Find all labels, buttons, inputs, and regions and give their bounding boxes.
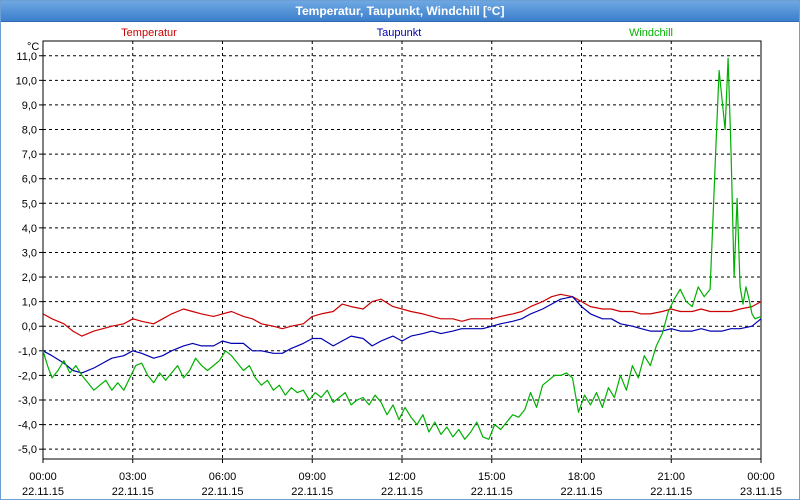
- series-line: [42, 296, 762, 374]
- y-tick-label: 8,0: [22, 125, 37, 137]
- y-tick-label: 11,0: [16, 51, 37, 63]
- y-tick-label: 3,0: [22, 247, 37, 259]
- x-tick-date: 23.11.15: [740, 486, 782, 498]
- x-tick-time: 06:00: [209, 471, 237, 483]
- x-tick-time: 12:00: [388, 471, 416, 483]
- legend-item: Taupunkt: [377, 27, 422, 39]
- y-tick-label: 0,0: [22, 321, 37, 333]
- legend-item: Temperatur: [121, 27, 177, 39]
- legend: Temperatur Taupunkt Windchill: [121, 27, 673, 39]
- y-tick-label: 5,0: [22, 198, 37, 210]
- y-axis-label: °C: [27, 41, 39, 53]
- x-tick-date: 22.11.15: [560, 486, 602, 498]
- x-axis-ticks: 00:00 22.11.15 03:00 22.11.15 06:00 22.11.15 0…: [22, 459, 782, 498]
- y-tick-label: 4,0: [22, 223, 37, 235]
- x-tick-date: 22.11.15: [650, 486, 692, 498]
- y-axis-ticks: 11,0 10,0 9,0 8,0 7,0 6,0 5,0 4,0 3,0 2,0 1,0 0,0 -1…: [16, 51, 43, 456]
- x-tick-time: 00:00: [29, 471, 57, 483]
- y-tick-label: 6,0: [22, 174, 37, 186]
- window-title: Temperatur, Taupunkt, Windchill [°C]: [295, 4, 505, 18]
- y-tick-label: -1,0: [18, 346, 37, 358]
- x-tick-date: 22.11.15: [471, 486, 513, 498]
- legend-item: Windchill: [629, 27, 673, 39]
- y-tick-label: 1,0: [22, 297, 37, 309]
- x-tick-date: 22.11.15: [201, 486, 243, 498]
- x-tick-date: 22.11.15: [112, 486, 154, 498]
- y-tick-label: 2,0: [22, 272, 37, 284]
- chart-grid: [43, 41, 761, 459]
- chart-series: [42, 57, 762, 440]
- y-tick-label: -4,0: [18, 420, 37, 432]
- y-tick-label: 10,0: [16, 75, 37, 87]
- y-tick-label: -2,0: [18, 370, 37, 382]
- x-tick-time: 03:00: [119, 471, 147, 483]
- x-tick-time: 21:00: [657, 471, 685, 483]
- x-tick-time: 00:00: [747, 471, 775, 483]
- x-tick-time: 15:00: [478, 471, 506, 483]
- y-tick-label: 7,0: [22, 149, 37, 161]
- window-titlebar: Temperatur, Taupunkt, Windchill [°C]: [1, 1, 799, 22]
- x-tick-date: 22.11.15: [291, 486, 333, 498]
- y-tick-label: -5,0: [18, 444, 37, 456]
- y-tick-label: 9,0: [22, 100, 37, 112]
- y-tick-label: -3,0: [18, 395, 37, 407]
- x-tick-date: 22.11.15: [381, 486, 423, 498]
- series-line: [42, 57, 762, 440]
- x-tick-time: 09:00: [298, 471, 326, 483]
- x-tick-time: 18:00: [568, 471, 596, 483]
- series-line: [42, 293, 762, 337]
- x-tick-date: 22.11.15: [22, 486, 64, 498]
